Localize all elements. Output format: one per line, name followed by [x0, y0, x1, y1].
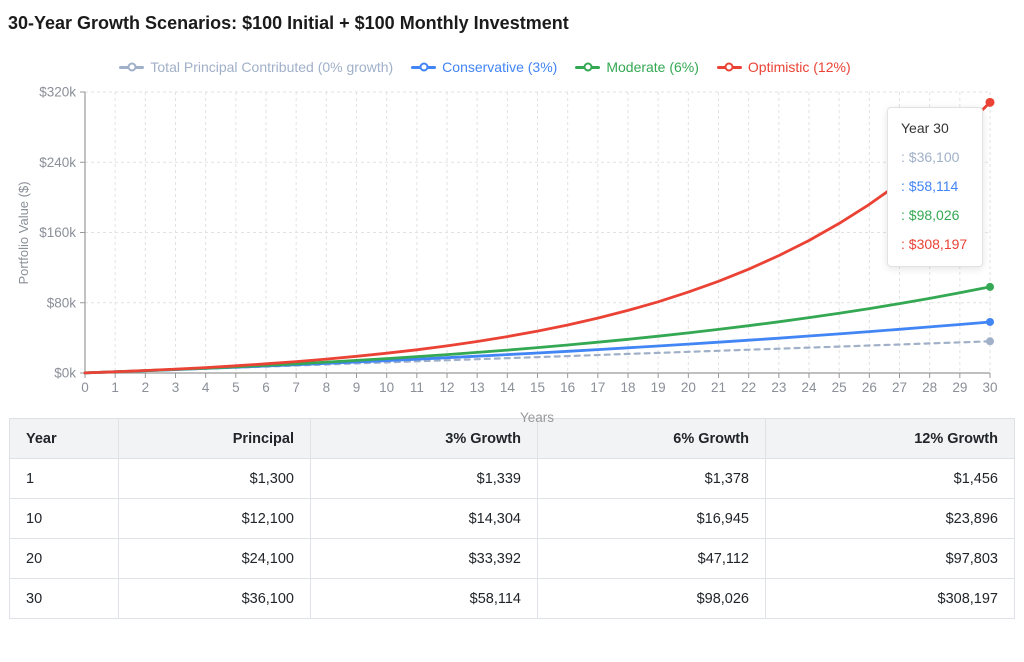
- table-row: 1 $1,300 $1,339 $1,378 $1,456: [9, 458, 1015, 499]
- growth-chart: 0 1 2 3 4 5 6 7 8 9 10 11 12 13 14 15 16 17 18 19 20 21 22 23 24…: [0, 40, 1024, 425]
- legend-label: Conservative (3%): [442, 59, 558, 75]
- x-tick-label: 7: [292, 380, 300, 395]
- x-tick-label: 22: [741, 380, 756, 395]
- x-tick-label: 14: [500, 380, 516, 395]
- page-title: 30-Year Growth Scenarios: $100 Initial +…: [8, 13, 569, 33]
- legend-label: Optimistic (12%): [747, 59, 851, 75]
- legend-marker-icon: [119, 62, 145, 73]
- x-tick-label: 25: [832, 380, 847, 395]
- col-header-6pct: 6% Growth: [537, 418, 766, 459]
- x-tick-label: 17: [590, 380, 605, 395]
- x-tick-label: 26: [862, 380, 877, 395]
- x-tick-label: 24: [801, 380, 817, 395]
- legend-item-optimistic[interactable]: Optimistic (12%): [716, 59, 851, 75]
- x-tick-label: 4: [202, 380, 210, 395]
- cell-year: 10: [9, 498, 119, 539]
- growth-table: Year Principal 3% Growth 6% Growth 12% G…: [9, 418, 1015, 619]
- cell-year: 30: [9, 578, 119, 619]
- cell-6pct: $1,378: [537, 458, 766, 499]
- table-row: 20 $24,100 $33,392 $47,112 $97,803: [9, 538, 1015, 579]
- chart-tooltip: Year 30 : $36,100 : $58,114 : $98,026 : …: [887, 107, 983, 267]
- y-tick-label: $240k: [39, 155, 76, 170]
- tooltip-title: Year 30: [901, 120, 949, 136]
- x-tick-label: 13: [470, 380, 485, 395]
- x-tick-label: 5: [232, 380, 240, 395]
- x-tick-label: 23: [771, 380, 786, 395]
- cell-3pct: $1,339: [310, 458, 538, 499]
- table-header-row: Year Principal 3% Growth 6% Growth 12% G…: [9, 418, 1015, 459]
- legend-label: Moderate (6%): [606, 59, 699, 75]
- y-tick-label: $320k: [39, 85, 76, 100]
- y-tick-label: $0k: [54, 366, 76, 381]
- tooltip-value-optimistic: : $308,197: [901, 236, 968, 252]
- cell-principal: $36,100: [118, 578, 311, 619]
- cell-12pct: $23,896: [765, 498, 1015, 539]
- cell-3pct: $58,114: [310, 578, 538, 619]
- cell-6pct: $16,945: [537, 498, 766, 539]
- col-header-year: Year: [9, 418, 119, 459]
- x-tick-label: 3: [172, 380, 180, 395]
- x-tick-label: 10: [379, 380, 394, 395]
- x-tick-label: 28: [922, 380, 937, 395]
- cell-year: 1: [9, 458, 119, 499]
- table-row: 30 $36,100 $58,114 $98,026 $308,197: [9, 578, 1015, 619]
- legend-marker-icon: [716, 62, 742, 73]
- col-header-principal: Principal: [118, 418, 311, 459]
- tooltip-value-conservative: : $58,114: [901, 178, 959, 194]
- cell-3pct: $14,304: [310, 498, 538, 539]
- cell-3pct: $33,392: [310, 538, 538, 579]
- x-tick-label: 18: [620, 380, 635, 395]
- x-tick-label: 20: [681, 380, 696, 395]
- legend-item-principal[interactable]: Total Principal Contributed (0% growth): [119, 59, 393, 75]
- table-row: 10 $12,100 $14,304 $16,945 $23,896: [9, 498, 1015, 539]
- x-tick-label: 11: [410, 380, 424, 395]
- y-tick-label: $160k: [39, 225, 76, 240]
- legend-marker-icon: [411, 62, 437, 73]
- cell-year: 20: [9, 538, 119, 579]
- x-tick-label: 9: [353, 380, 361, 395]
- chart-plot-area[interactable]: 0 1 2 3 4 5 6 7 8 9 10 11 12 13 14 15 16 17 18 19 20 21 22 23 24…: [0, 40, 1024, 418]
- legend-label: Total Principal Contributed (0% growth): [150, 59, 394, 75]
- cell-principal: $1,300: [118, 458, 311, 499]
- cell-12pct: $1,456: [765, 458, 1015, 499]
- y-axis-title: Portfolio Value ($): [16, 181, 31, 284]
- chart-legend: Total Principal Contributed (0% growth) …: [0, 59, 970, 75]
- x-tick-label: 29: [952, 380, 967, 395]
- x-tick-label: 30: [982, 380, 997, 395]
- cell-12pct: $308,197: [765, 578, 1015, 619]
- col-header-3pct: 3% Growth: [310, 418, 538, 459]
- cell-6pct: $47,112: [537, 538, 766, 579]
- x-tick-label: 12: [439, 380, 454, 395]
- cell-principal: $12,100: [118, 498, 311, 539]
- series-end-dot: [985, 97, 995, 107]
- x-tick-label: 21: [711, 380, 726, 395]
- x-tick-label: 2: [142, 380, 150, 395]
- x-tick-label: 15: [530, 380, 545, 395]
- x-tick-label: 27: [892, 380, 907, 395]
- legend-marker-icon: [575, 62, 601, 73]
- legend-item-moderate[interactable]: Moderate (6%): [575, 59, 699, 75]
- series-end-dot: [986, 337, 994, 346]
- series-line: [83, 101, 992, 375]
- cell-6pct: $98,026: [537, 578, 766, 619]
- series-end-dot: [986, 282, 994, 291]
- x-tick-label: 8: [323, 380, 331, 395]
- tooltip-value-moderate: : $98,026: [901, 207, 960, 223]
- y-tick-label: $80k: [47, 295, 77, 310]
- series-end-dot: [986, 317, 994, 326]
- cell-12pct: $97,803: [765, 538, 1015, 579]
- col-header-12pct: 12% Growth: [765, 418, 1015, 459]
- x-axis-title: Years: [519, 410, 555, 425]
- tooltip-value-principal: : $36,100: [901, 149, 960, 165]
- growth-table-section: Year Principal 3% Growth 6% Growth 12% G…: [9, 418, 1015, 619]
- x-tick-label: 6: [262, 380, 270, 395]
- x-tick-label: 0: [81, 380, 89, 395]
- x-tick-label: 19: [651, 380, 666, 395]
- x-tick-label: 1: [111, 380, 119, 395]
- cell-principal: $24,100: [118, 538, 311, 579]
- x-tick-label: 16: [560, 380, 575, 395]
- legend-item-conservative[interactable]: Conservative (3%): [411, 59, 557, 75]
